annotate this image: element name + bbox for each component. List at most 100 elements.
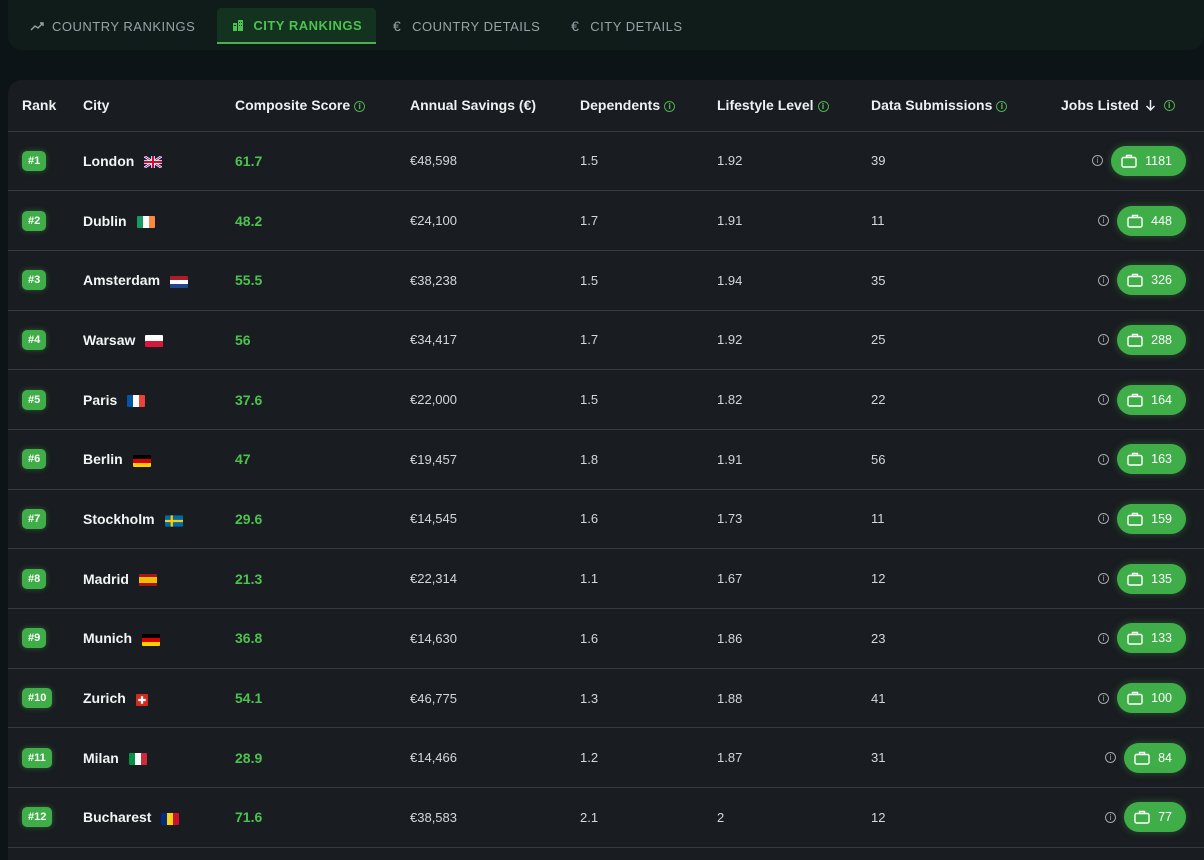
table-row[interactable]: #11 Milan 28.9 €14,466 1.2 1.87 31 i 84: [8, 727, 1204, 789]
info-icon[interactable]: i: [817, 101, 829, 113]
city-cell: Berlin: [83, 429, 235, 490]
info-icon[interactable]: i: [1098, 274, 1110, 286]
table-row[interactable]: #3 Amsterdam 55.5 €38,238 1.5 1.94 35 i 3…: [8, 250, 1204, 311]
city-name: Amsterdam: [83, 272, 161, 289]
jobs-listed-button[interactable]: 163: [1117, 444, 1186, 475]
annual-savings-cell: €14,630: [410, 608, 580, 669]
composite-score-cell: 54.1: [235, 668, 410, 729]
lifestyle-level: 1.92: [717, 332, 743, 348]
header-composite-score[interactable]: Composite Score i: [235, 80, 410, 132]
table-row[interactable]: #8 Madrid 21.3 €22,314 1.1 1.67 12 i 135: [8, 548, 1204, 609]
jobs-listed-cell: i 133: [1055, 608, 1204, 669]
table-row[interactable]: #2 Dublin 48.2 €24,100 1.7 1.91 11 i 448: [8, 190, 1204, 251]
jobs-listed-button[interactable]: 448: [1117, 205, 1186, 236]
header-annual-savings[interactable]: Annual Savings (€): [410, 80, 580, 132]
header-label: Annual Savings (€): [410, 97, 537, 114]
dependents: 1.1: [580, 571, 599, 587]
briefcase-icon: [1121, 154, 1137, 168]
city-name: Madrid: [83, 570, 129, 587]
table-row[interactable]: #7 Stockholm 29.6 €14,545 1.6 1.73 11 i 1…: [8, 489, 1204, 550]
header-label: Jobs Listed: [1061, 96, 1139, 113]
data-submissions-cell: 39: [871, 131, 1055, 192]
jobs-listed-button[interactable]: 135: [1117, 563, 1186, 594]
annual-savings-cell: €38,238: [410, 250, 580, 311]
table-row[interactable]: #1 London 61.7 €48,598 1.5 1.92 39 i 1181: [8, 131, 1204, 192]
dependents: 1.6: [580, 511, 599, 527]
composite-score: 56: [235, 331, 251, 348]
jobs-listed-button[interactable]: 288: [1117, 324, 1186, 355]
dependents: 1.8: [580, 451, 599, 467]
table-row[interactable]: #12 Bucharest 71.6 €38,583 2.1 2 12 i 77: [8, 787, 1204, 848]
rank-cell: #8: [8, 548, 83, 609]
header-rank[interactable]: Rank: [8, 80, 83, 132]
city-cell: Zurich: [83, 668, 235, 729]
annual-savings-cell: €38,583: [410, 787, 580, 848]
table-row[interactable]: #9 Munich 36.8 €14,630 1.6 1.86 23 i 133: [8, 608, 1204, 669]
header-dependents[interactable]: Dependents i: [580, 80, 717, 132]
annual-savings: €38,238: [410, 272, 457, 288]
data-submissions: 11: [871, 213, 885, 229]
table-row[interactable]: #5 Paris 37.6 €22,000 1.5 1.82 22 i 164: [8, 369, 1204, 430]
lifestyle-level-cell: 1.67: [717, 548, 871, 609]
city-name: Berlin: [83, 451, 123, 468]
tab-city-rankings[interactable]: CITY RANKINGS: [217, 8, 377, 44]
info-icon[interactable]: i: [1105, 811, 1117, 823]
info-icon[interactable]: i: [1098, 334, 1110, 346]
flag-pl-icon: [145, 335, 164, 348]
header-lifestyle-level[interactable]: Lifestyle Level i: [717, 80, 871, 132]
data-submissions-cell: 12: [871, 787, 1055, 848]
info-icon[interactable]: i: [354, 101, 366, 113]
dependents: 1.2: [580, 750, 599, 766]
annual-savings: €38,583: [410, 809, 457, 825]
table-row[interactable]: #10 Zurich 54.1 €46,775 1.3 1.88 41 i 100: [8, 668, 1204, 729]
info-icon[interactable]: i: [1098, 692, 1110, 704]
lifestyle-level-cell: 1.87: [717, 727, 871, 789]
jobs-count: 164: [1151, 392, 1172, 407]
jobs-listed-button[interactable]: 164: [1117, 384, 1186, 415]
table-row[interactable]: #4 Warsaw 56 €34,417 1.7 1.92 25 i 288: [8, 310, 1204, 371]
info-icon[interactable]: i: [1163, 100, 1175, 112]
jobs-listed-button[interactable]: 1181: [1111, 145, 1186, 176]
info-icon[interactable]: i: [1098, 573, 1110, 585]
info-icon[interactable]: i: [1098, 215, 1110, 227]
jobs-listed-button[interactable]: 133: [1117, 623, 1186, 654]
city-cell: Stockholm: [83, 489, 235, 550]
lifestyle-level-cell: 1.92: [717, 131, 871, 192]
city-name: Milan: [83, 749, 119, 766]
info-icon[interactable]: i: [996, 101, 1008, 113]
rank-badge: #3: [22, 270, 47, 291]
dependents-cell: 1.7: [580, 190, 717, 251]
info-icon[interactable]: i: [1092, 155, 1104, 167]
flag-de-icon: [132, 454, 151, 467]
lifestyle-level-cell: 1.82: [717, 369, 871, 430]
jobs-listed-button[interactable]: 326: [1117, 265, 1186, 296]
tab-country-rankings[interactable]: COUNTRY RANKINGS: [28, 8, 211, 44]
composite-score-cell: 56: [235, 310, 410, 371]
data-submissions: 12: [871, 571, 886, 587]
jobs-listed-button[interactable]: 100: [1117, 683, 1186, 714]
header-city[interactable]: City: [83, 80, 235, 132]
data-submissions-cell: 56: [871, 429, 1055, 490]
jobs-listed-button[interactable]: 77: [1124, 802, 1186, 833]
annual-savings-cell: €14,466: [410, 727, 580, 789]
info-icon[interactable]: i: [664, 101, 676, 113]
info-icon[interactable]: i: [1105, 752, 1117, 764]
tab-country-details[interactable]: € COUNTRY DETAILS: [382, 8, 556, 44]
info-icon[interactable]: i: [1098, 453, 1110, 465]
annual-savings: €14,630: [410, 630, 457, 646]
tab-city-details[interactable]: € CITY DETAILS: [560, 8, 698, 44]
info-icon[interactable]: i: [1098, 632, 1110, 644]
table-row[interactable]: #6 Berlin 47 €19,457 1.8 1.91 56 i 163: [8, 429, 1204, 490]
dependents-cell: 1.6: [580, 489, 717, 550]
header-data-submissions[interactable]: Data Submissions i: [871, 80, 1055, 132]
data-submissions-cell: 11: [871, 489, 1055, 550]
data-submissions: 39: [871, 153, 886, 169]
jobs-listed-button[interactable]: 84: [1124, 742, 1186, 773]
info-icon[interactable]: i: [1098, 513, 1110, 525]
header-jobs-listed[interactable]: Jobs Listed i: [1055, 80, 1204, 132]
jobs-listed-button[interactable]: 159: [1117, 503, 1186, 534]
lifestyle-level-cell: 1.73: [717, 489, 871, 550]
rank-cell: #1: [8, 131, 83, 192]
info-icon[interactable]: i: [1098, 394, 1110, 406]
sort-down-arrow-icon[interactable]: [1145, 98, 1156, 114]
